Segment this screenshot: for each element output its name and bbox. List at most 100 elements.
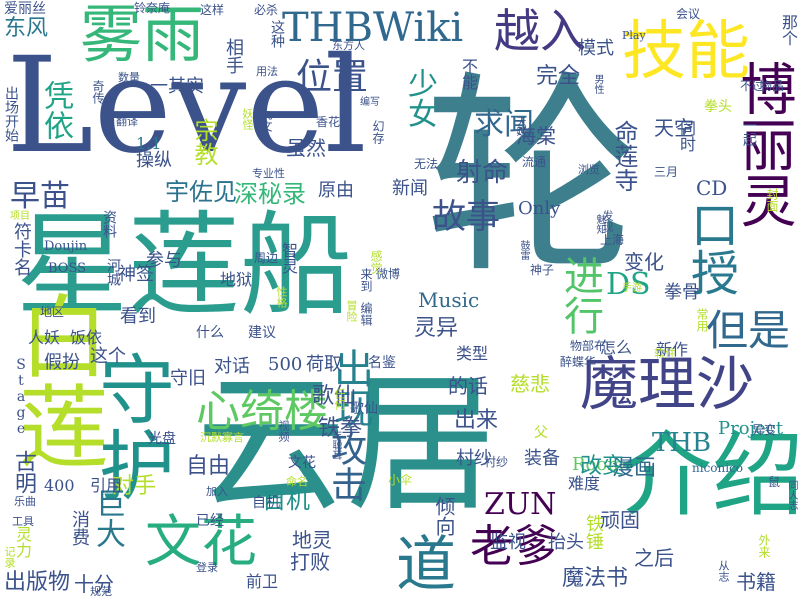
word: 故事 [432, 197, 500, 237]
word: 海棠 [516, 124, 556, 148]
word: 自机 [262, 486, 310, 514]
word: 那个 [779, 14, 798, 46]
word: 假扮 [44, 352, 80, 373]
word: 周边 [254, 251, 279, 265]
word: 地灵 [292, 528, 332, 552]
word: 凭依 [38, 80, 73, 140]
word: 任何 [333, 388, 346, 410]
word: Play [622, 29, 646, 42]
word: 越入 [494, 4, 586, 58]
word: 妖怪 [241, 108, 254, 130]
word: 原由 [318, 180, 354, 201]
word: 地狱 [220, 270, 253, 289]
word: 建议 [248, 325, 276, 341]
word: 相手 [223, 38, 244, 74]
word: 宗教 [190, 118, 218, 166]
word: 轮 [424, 52, 639, 303]
word: 资料 [101, 210, 117, 238]
word: 天则 [514, 116, 525, 136]
word: 三月 [654, 165, 679, 179]
word: 不过 [740, 79, 765, 93]
word: 神子 [530, 263, 555, 277]
word: 但是 [706, 306, 791, 355]
word: 必杀 [254, 3, 279, 17]
word: 已经 [196, 513, 224, 529]
word: 歌仙 [350, 401, 378, 417]
word: 专业性 [252, 167, 285, 180]
word: 什么 [196, 325, 224, 341]
word: 早苗 [10, 179, 70, 214]
word: 封面 [765, 188, 779, 212]
word: 铁拳 [318, 416, 363, 441]
word: Music [418, 288, 480, 312]
word: 自机 [252, 495, 280, 511]
word: 倾向 [432, 496, 456, 536]
word: 魅知 [594, 214, 605, 234]
word: 出版物 [4, 570, 71, 595]
word: 守护 [86, 350, 175, 502]
word: 监视 [490, 532, 526, 553]
word: 小伞 [388, 473, 413, 487]
word: 村纱 [456, 448, 492, 469]
word: 出场开始 [3, 86, 19, 142]
word: 难度 [568, 474, 601, 493]
word: 一起 [741, 118, 757, 146]
word: 对手 [112, 474, 157, 499]
word: 之后 [634, 546, 674, 570]
word: 看到 [120, 306, 156, 327]
word: ZUN [484, 487, 557, 522]
word: 参与 [146, 250, 182, 271]
word: 进行 [557, 255, 603, 335]
word: 奇传 [91, 80, 105, 104]
word: 工具 [12, 515, 34, 528]
word: 软件 [654, 347, 676, 360]
word: 古明 [11, 450, 36, 494]
word: 少女 [402, 68, 437, 128]
word: 编辑 [359, 302, 373, 326]
word: 文花 [145, 510, 257, 575]
word: 上海 [600, 233, 625, 247]
word: 荷取 [306, 354, 342, 375]
word: 深秘录 [234, 180, 306, 208]
word: 性格 [275, 286, 288, 308]
word: 翻译 [116, 115, 138, 128]
word: 天空 [654, 116, 694, 140]
word: 的话 [448, 374, 488, 398]
word: 文花 [288, 455, 316, 471]
word: 魔法书 [562, 566, 629, 591]
word: 东方人 [332, 39, 365, 52]
word: 这个 [90, 346, 126, 367]
word: 流通 [522, 155, 547, 169]
word: 丰聪耳 [330, 430, 341, 460]
word: 类型 [456, 344, 489, 363]
word: 技能 [622, 15, 750, 89]
word: 400 [44, 476, 75, 495]
word: DS [606, 267, 651, 302]
word: 丸文 [259, 108, 273, 132]
word: 乐曲 [14, 495, 36, 508]
word: 记录 [3, 546, 16, 568]
word: 虽然 [286, 136, 326, 160]
word: 鼓雷 [518, 240, 529, 260]
word: 饭依 [70, 328, 103, 347]
word: 神签 [118, 264, 154, 285]
word: 规范 [90, 585, 112, 598]
word: Only [518, 198, 561, 219]
word: 数量 [118, 71, 140, 84]
word: 漫画 [612, 456, 657, 481]
word: 前卫 [246, 572, 279, 591]
word: BOSS [48, 261, 87, 276]
word: 白莲 [3, 290, 108, 470]
word: 命莲寺 [610, 120, 638, 192]
word: 男性 [592, 74, 603, 94]
word: 抬头 [548, 532, 584, 553]
word: THBWiki [282, 5, 464, 51]
word: 名鉴 [368, 355, 396, 371]
word: 智灵 [279, 242, 298, 274]
word: 异变 [752, 423, 777, 437]
word: 模式 [578, 38, 614, 59]
word: 十分 [74, 572, 114, 596]
word: 这样 [200, 3, 225, 17]
word: 铃奈庵 [134, 1, 171, 15]
word: 河城 [105, 258, 121, 286]
